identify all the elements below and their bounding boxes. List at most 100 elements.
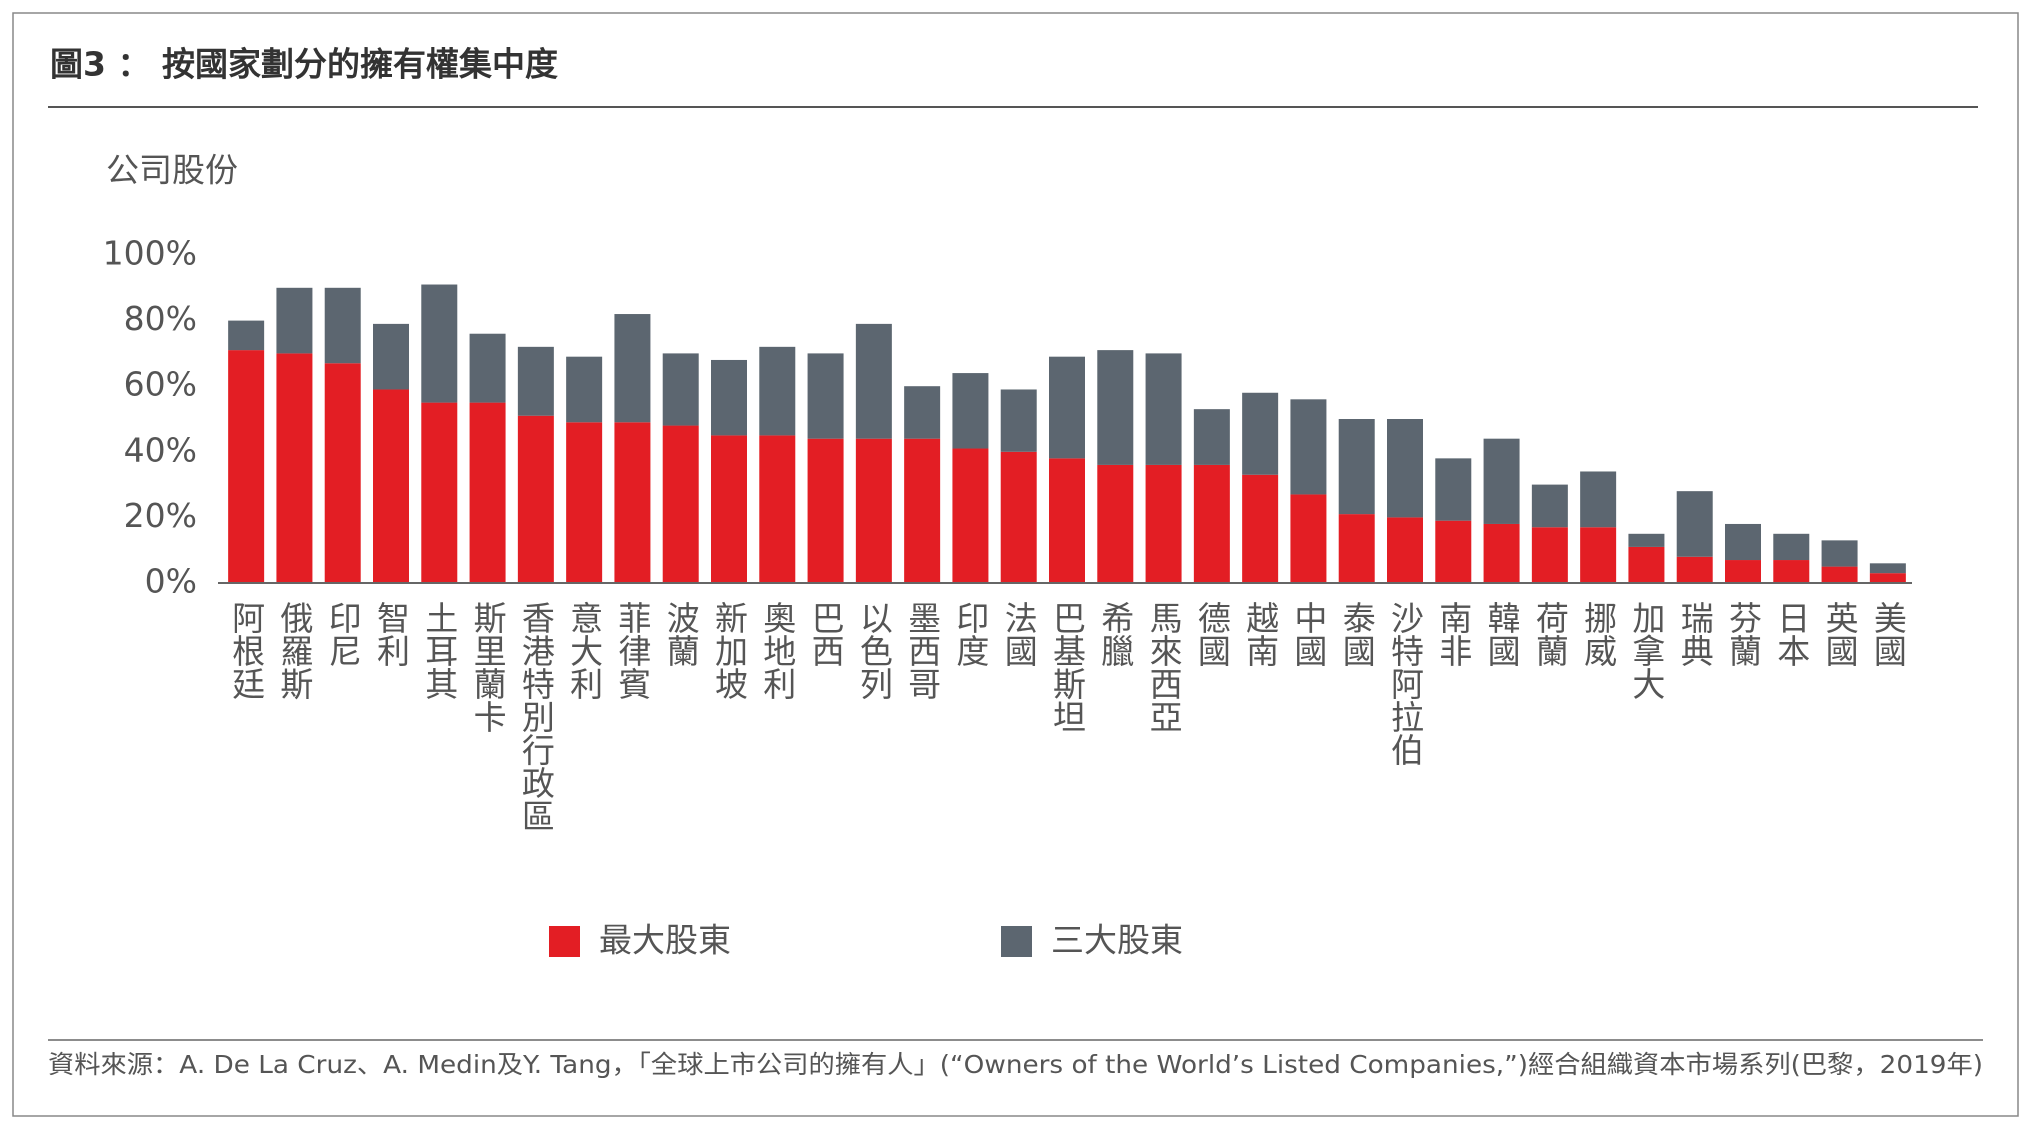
x-tick-label: 芬蘭 — [1724, 601, 1763, 667]
bar-segment — [1097, 464, 1134, 583]
x-tick-label: 越南 — [1241, 601, 1280, 667]
x-tick-label: 日本 — [1772, 601, 1811, 667]
bar-segment — [1580, 471, 1617, 528]
legend-label: 最大股東 — [599, 921, 731, 960]
x-tick-label: 法國 — [999, 601, 1038, 667]
bar-segment — [469, 333, 506, 403]
x-tick-label: 墨西哥 — [903, 601, 942, 700]
bar-segment — [1338, 514, 1375, 583]
legend-label: 三大股東 — [1051, 921, 1183, 960]
bar-segment — [1193, 464, 1230, 583]
bar-segment — [904, 386, 941, 439]
bar-segment — [228, 350, 265, 583]
bar-segment — [662, 425, 699, 583]
bar-segment — [1676, 556, 1713, 583]
x-tick-label: 斯里蘭卡 — [468, 601, 507, 733]
x-tick-label: 波蘭 — [661, 601, 700, 667]
bar-segment — [759, 346, 796, 436]
bar-segment — [373, 389, 409, 583]
bar-segment — [1869, 563, 1906, 574]
bar-segment — [1387, 419, 1423, 518]
bar-segment — [1628, 533, 1665, 547]
bar-segment — [855, 323, 892, 439]
legend-swatch — [1001, 926, 1032, 957]
bar-segment — [276, 353, 313, 583]
frame — [12, 12, 2019, 1117]
x-tick-label: 希臘 — [1096, 601, 1135, 667]
bar-segment — [1773, 560, 1810, 583]
x-tick-label: 智利 — [372, 601, 411, 667]
x-tick-label: 美國 — [1868, 601, 1907, 667]
bar-segment — [469, 402, 506, 583]
bar-segment — [952, 373, 989, 449]
x-tick-label: 印尼 — [323, 601, 362, 667]
x-tick-label: 德國 — [1192, 601, 1231, 667]
x-tick-label: 馬來西亞 — [1144, 601, 1183, 733]
bar-segment — [807, 353, 844, 439]
x-tick-label: 菲律賓 — [613, 601, 652, 700]
bar-segment — [1725, 560, 1761, 583]
bar-segment — [1338, 419, 1375, 515]
x-tick-label: 新加坡 — [710, 601, 749, 700]
bar-segment — [711, 359, 747, 436]
bar-segment — [324, 287, 361, 364]
bar-segment — [1531, 484, 1568, 528]
source-note: 資料來源：A. De La Cruz、A. Medin及Y. Tang，「全球上… — [48, 1050, 1983, 1079]
bar-segment — [1000, 389, 1037, 452]
y-tick-label: 100% — [103, 234, 197, 273]
bar-segment — [1773, 533, 1810, 561]
x-tick-label: 加拿大 — [1627, 601, 1666, 700]
bar-segment — [759, 435, 796, 583]
x-tick-label: 巴西 — [806, 601, 845, 667]
bar-segment — [952, 448, 989, 583]
bar-segment — [1821, 540, 1858, 567]
x-tick-label: 中國 — [1289, 601, 1328, 667]
bar-segment — [1483, 438, 1520, 524]
bar-segment — [1869, 573, 1906, 583]
y-axis-label: 公司股份 — [106, 151, 238, 190]
bar-segment — [1145, 353, 1182, 465]
x-tick-label: 俄羅斯 — [275, 601, 314, 700]
x-tick-label: 意大利 — [565, 601, 604, 700]
x-tick-label: 沙特阿拉伯 — [1386, 601, 1425, 766]
x-tick-label: 巴基斯坦 — [1048, 601, 1087, 733]
bar-segment — [711, 435, 747, 583]
x-tick-label: 南非 — [1434, 601, 1473, 667]
y-tick-label: 20% — [124, 496, 197, 535]
x-tick-label: 韓國 — [1482, 601, 1521, 667]
bar-segment — [566, 422, 603, 583]
bar-segment — [1242, 474, 1279, 583]
bar-segment — [614, 314, 651, 423]
legend-swatch — [549, 926, 580, 957]
x-tick-label: 英國 — [1820, 601, 1859, 667]
y-tick-label: 0% — [145, 562, 197, 601]
bar-segment — [662, 353, 699, 426]
bar-segment — [517, 346, 554, 416]
x-tick-label: 以色列 — [854, 601, 893, 700]
bar-segment — [228, 320, 265, 351]
bar-segment — [1145, 464, 1182, 583]
bar-segment — [1531, 527, 1568, 583]
x-tick-label: 奧地利 — [758, 601, 797, 700]
bar-segment — [1387, 517, 1423, 583]
bar-segment — [1049, 356, 1085, 459]
bar-segment — [421, 402, 458, 583]
bar-segment — [1628, 546, 1665, 583]
bar-segment — [614, 422, 651, 583]
x-tick-label: 荷蘭 — [1530, 601, 1569, 667]
bar-segment — [1435, 520, 1472, 583]
bar-segment — [276, 287, 313, 354]
bar-segment — [373, 323, 409, 390]
bar-segment — [324, 363, 361, 583]
bar-segment — [1000, 451, 1037, 583]
y-tick-label: 60% — [124, 365, 197, 404]
chart-title: 圖3 ： 按國家劃分的擁有權集中度 — [50, 45, 558, 84]
y-tick-label: 40% — [124, 430, 197, 469]
x-tick-label: 泰國 — [1337, 601, 1376, 667]
bar-segment — [807, 438, 844, 583]
bar-segment — [1483, 523, 1520, 583]
x-tick-label: 香港特別行政區 — [516, 601, 555, 832]
x-tick-label: 阿根廷 — [227, 601, 266, 700]
bar-segment — [421, 284, 458, 403]
